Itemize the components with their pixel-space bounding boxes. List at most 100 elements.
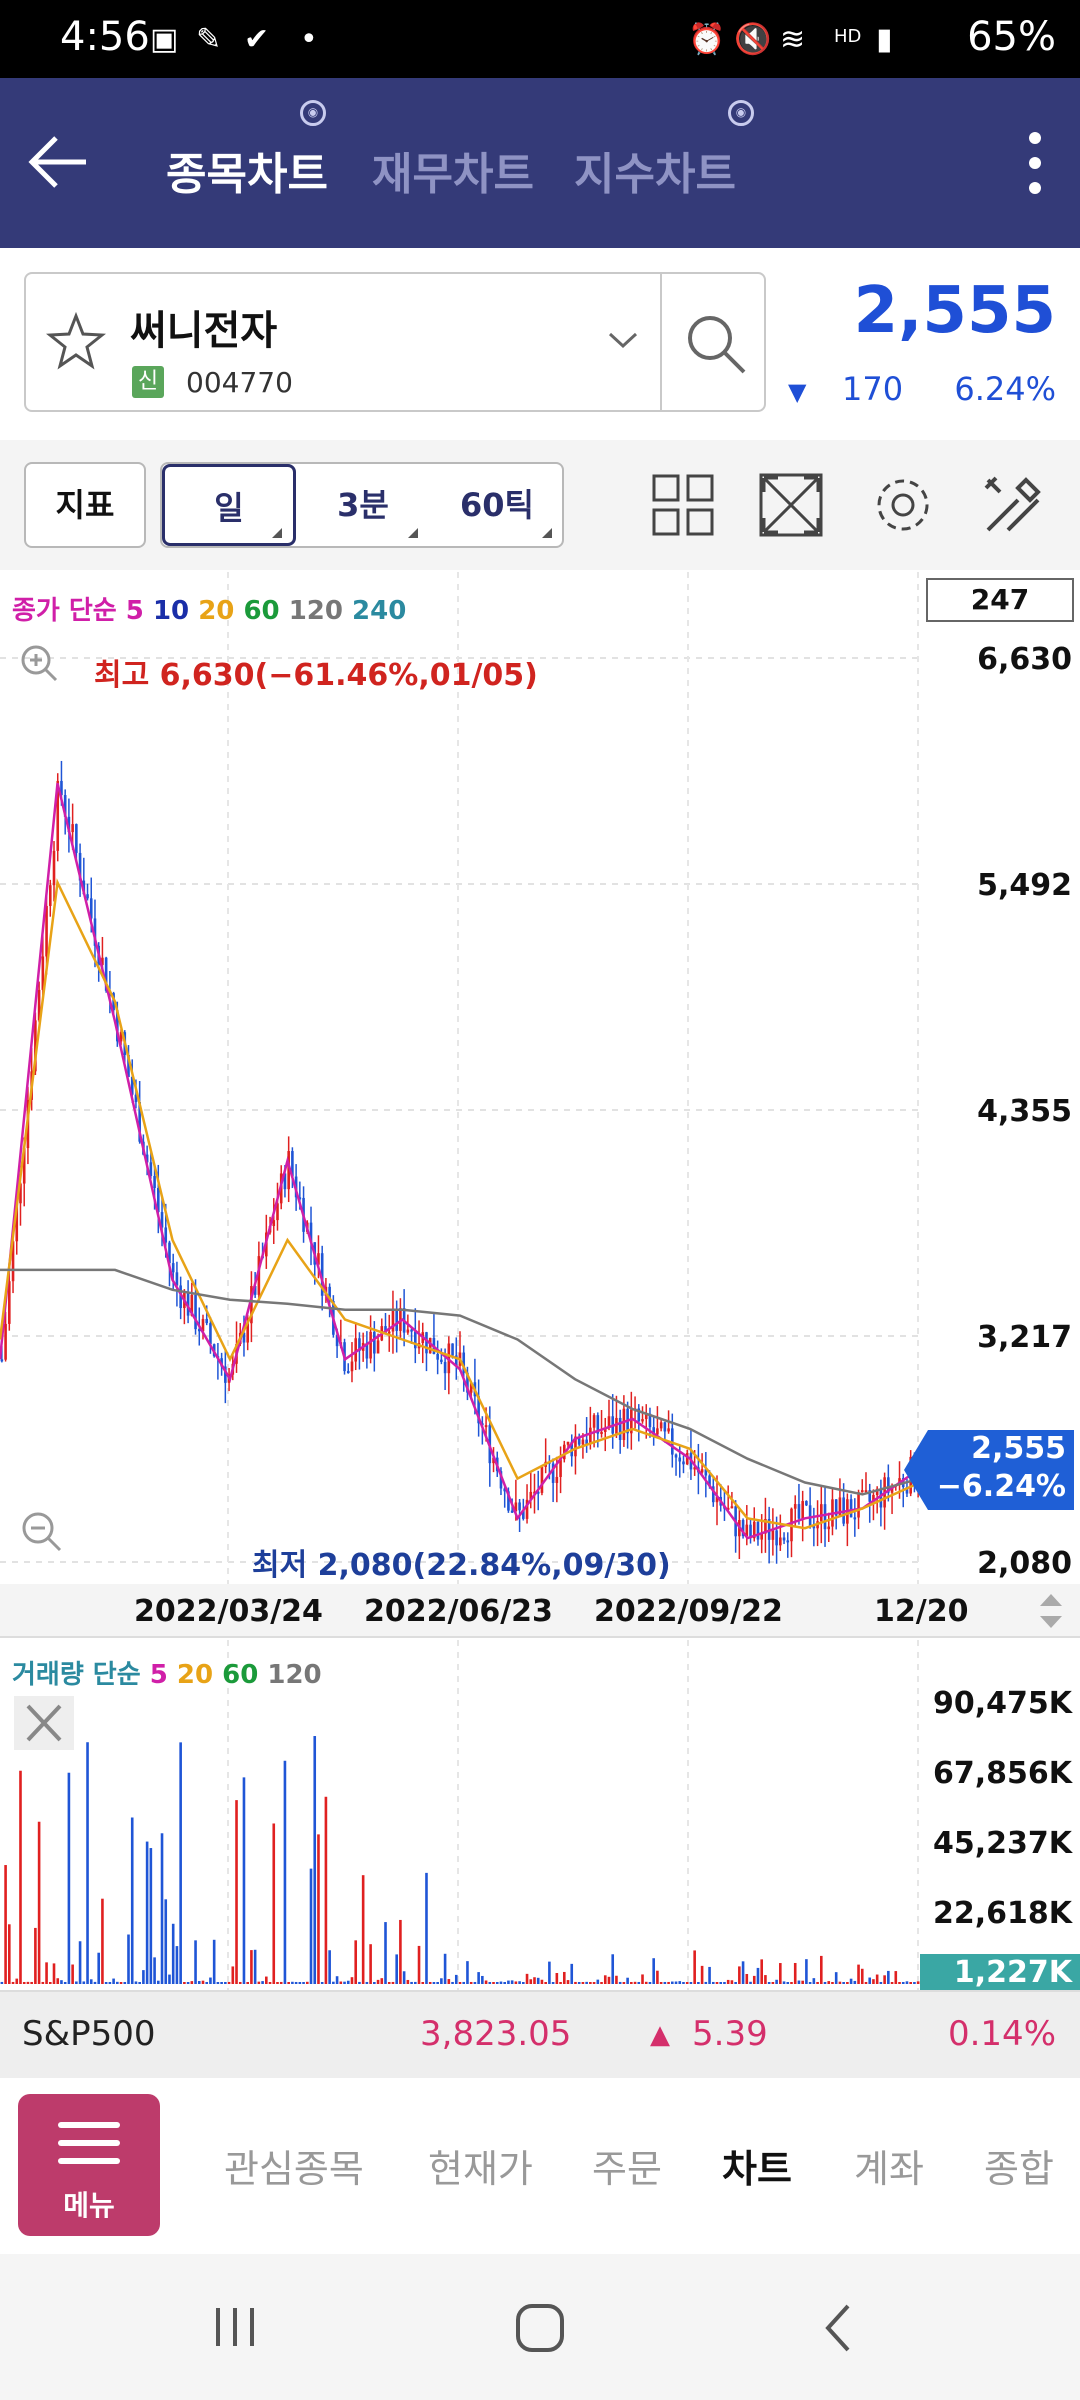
y-tick: 5,492 bbox=[977, 868, 1072, 903]
volume-bar bbox=[268, 1981, 272, 1984]
candle-body bbox=[600, 1431, 603, 1434]
price-chart[interactable] bbox=[0, 572, 1080, 1990]
tab-stock-chart[interactable]: 종목차트 bbox=[166, 149, 328, 200]
candle-body bbox=[283, 1173, 287, 1190]
zoom-out-icon[interactable] bbox=[18, 1508, 64, 1554]
nav-overview[interactable]: 종합 bbox=[984, 2147, 1054, 2191]
candle-body bbox=[201, 1318, 205, 1332]
up-arrow-icon: ▲ bbox=[650, 2020, 670, 2050]
candle-body bbox=[834, 1499, 838, 1516]
volume-bar bbox=[566, 1980, 570, 1984]
recent-apps-icon[interactable] bbox=[210, 2302, 260, 2352]
period-60tick-button[interactable]: 60틱 bbox=[460, 486, 534, 524]
dropdown-corner-icon bbox=[542, 528, 552, 538]
volume-bar bbox=[212, 1939, 216, 1984]
current-volume-tag: 1,227K bbox=[920, 1954, 1080, 1992]
candle-body bbox=[779, 1537, 782, 1546]
volume-bar bbox=[805, 1959, 808, 1984]
candle-body bbox=[659, 1422, 663, 1429]
tab-financial-chart[interactable]: 재무차트 bbox=[372, 149, 534, 200]
stock-selector[interactable]: 써니전자 신 004770 bbox=[24, 272, 766, 412]
volume-bar bbox=[93, 1981, 97, 1984]
volume-bar bbox=[648, 1981, 652, 1984]
volume-bar bbox=[711, 1981, 715, 1984]
candle-body bbox=[514, 1502, 518, 1512]
index-change-percent: 0.14% bbox=[947, 2014, 1056, 2054]
nav-account[interactable]: 계좌 bbox=[854, 2147, 924, 2191]
candle-body bbox=[656, 1428, 659, 1435]
nav-current-price[interactable]: 현재가 bbox=[428, 2147, 533, 2191]
current-price-tag-pointer bbox=[904, 1430, 928, 1510]
volume-bar bbox=[30, 1981, 33, 1984]
volume-bar bbox=[78, 1941, 82, 1984]
layout-icon[interactable] bbox=[648, 470, 718, 540]
close-volume-icon[interactable] bbox=[14, 1696, 74, 1750]
chevron-down-icon[interactable] bbox=[606, 328, 640, 352]
volume-bar bbox=[432, 1982, 436, 1984]
resize-handle-icon[interactable] bbox=[1036, 1590, 1066, 1632]
volume-bar bbox=[261, 1981, 264, 1984]
volume-bar bbox=[630, 1981, 633, 1984]
candle-body bbox=[749, 1524, 752, 1539]
volume-bar bbox=[644, 1981, 648, 1984]
volume-bar bbox=[332, 1981, 335, 1984]
favorite-star-icon[interactable] bbox=[46, 312, 106, 372]
volume-bar bbox=[831, 1982, 834, 1984]
volume-bar bbox=[890, 1981, 894, 1984]
nav-order[interactable]: 주문 bbox=[592, 2147, 662, 2191]
volume-bar bbox=[589, 1981, 592, 1984]
candles bbox=[0, 760, 920, 1564]
tools-icon[interactable] bbox=[978, 470, 1048, 540]
volume-bar bbox=[246, 1981, 249, 1984]
candle-body bbox=[0, 1359, 4, 1362]
back-icon[interactable] bbox=[818, 2300, 858, 2356]
home-icon[interactable] bbox=[512, 2300, 568, 2356]
candle-body bbox=[19, 1183, 22, 1204]
x-tick: 2022/09/22 bbox=[594, 1594, 783, 1629]
volume-bar bbox=[302, 1982, 305, 1984]
volume-bar bbox=[190, 1981, 194, 1984]
volume-bar bbox=[469, 1981, 473, 1984]
settings-icon[interactable] bbox=[868, 470, 938, 540]
search-icon[interactable] bbox=[682, 310, 750, 378]
ma20-legend: 20 bbox=[198, 596, 235, 626]
candle-body bbox=[93, 918, 97, 946]
alarm-icon: ⏰ bbox=[688, 22, 726, 57]
period-3min-button[interactable]: 3분 bbox=[337, 486, 389, 524]
back-arrow-icon[interactable] bbox=[26, 130, 90, 194]
volume-bar bbox=[145, 1841, 149, 1984]
candle-body bbox=[406, 1329, 410, 1333]
candle-body bbox=[194, 1294, 197, 1330]
index-ticker[interactable]: S&P500 3,823.05 ▲ 5.39 0.14% bbox=[0, 1990, 1080, 2078]
volume-bar bbox=[570, 1963, 574, 1984]
volume-bar bbox=[678, 1981, 682, 1984]
nav-chart[interactable]: 차트 bbox=[722, 2147, 792, 2191]
tab-index-chart[interactable]: 지수차트 bbox=[574, 149, 736, 200]
period-count[interactable]: 247 bbox=[926, 578, 1074, 622]
candle-body bbox=[499, 1471, 503, 1489]
candle-body bbox=[618, 1417, 622, 1440]
candle-body bbox=[503, 1488, 506, 1492]
x-tick: 2022/06/23 bbox=[364, 1594, 553, 1629]
volume-bar bbox=[116, 1981, 119, 1984]
volume-bar bbox=[380, 1978, 384, 1984]
indicator-button[interactable]: 지표 bbox=[24, 462, 146, 548]
volume-bar bbox=[827, 1981, 831, 1984]
menu-button[interactable]: 메뉴 bbox=[18, 2094, 160, 2236]
fullscreen-icon[interactable] bbox=[756, 470, 826, 540]
volume-bar bbox=[253, 1949, 257, 1984]
candle-body bbox=[715, 1496, 719, 1503]
divider bbox=[0, 1636, 1080, 1638]
volume-bar bbox=[0, 1981, 4, 1984]
volume-bar bbox=[127, 1934, 130, 1984]
zoom-in-icon[interactable] bbox=[18, 642, 58, 682]
volume-bar bbox=[540, 1979, 544, 1984]
volume-bar bbox=[458, 1981, 462, 1984]
volume-bar bbox=[860, 1968, 864, 1984]
volume-bar bbox=[365, 1981, 369, 1984]
nav-watchlist[interactable]: 관심종목 bbox=[224, 2147, 364, 2191]
more-vertical-icon[interactable] bbox=[1020, 128, 1050, 198]
volume-bar bbox=[659, 1982, 663, 1984]
volume-bar bbox=[387, 1981, 391, 1984]
tab-stock-chart-badge-icon: ◉ bbox=[300, 100, 326, 126]
